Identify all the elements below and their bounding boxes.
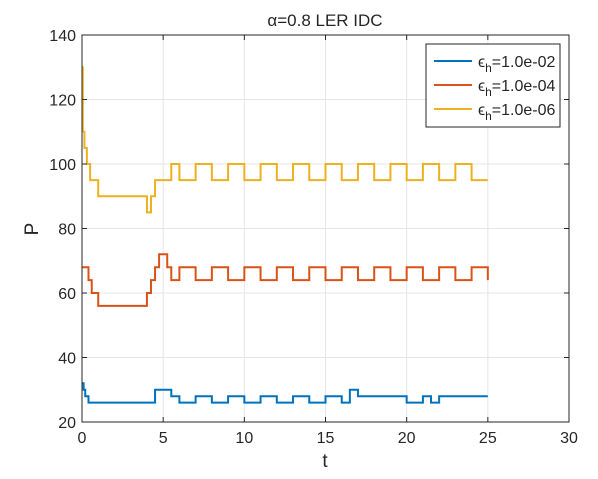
y-tick-label: 40 <box>58 351 76 368</box>
legend-subscript: h <box>485 109 492 123</box>
legend-label-1: ϵh=1.0e-02 <box>478 54 555 75</box>
series-line-3 <box>81 66 488 214</box>
legend-subscript: h <box>485 85 492 99</box>
legend-value: =1.0e-02 <box>492 54 556 71</box>
x-tick-label: 15 <box>317 430 335 447</box>
axes: 0 5 10 15 20 25 30 20 40 60 80 100 120 140 <box>49 28 578 447</box>
x-axis-label: t <box>322 451 328 472</box>
x-tick-label: 20 <box>398 430 416 447</box>
x-tick-label: 5 <box>159 430 168 447</box>
y-tick-label: 140 <box>49 28 76 45</box>
legend-value: =1.0e-06 <box>492 102 556 119</box>
series-layer <box>81 66 489 404</box>
legend-subscript: h <box>485 61 492 75</box>
legend-label-2: ϵh=1.0e-04 <box>478 78 555 99</box>
series-line-2 <box>82 253 489 307</box>
x-tick-label: 25 <box>479 430 497 447</box>
x-tick-label: 10 <box>235 430 253 447</box>
y-tick-label: 120 <box>49 93 76 110</box>
x-tick-label: 0 <box>78 430 87 447</box>
legend-label-3: ϵh=1.0e-06 <box>478 102 555 123</box>
legend-epsilon: ϵ <box>478 54 485 71</box>
chart-title: α=0.8 LER IDC <box>267 11 382 30</box>
y-tick-label: 20 <box>58 415 76 432</box>
y-tick-label: 80 <box>58 222 76 239</box>
x-tick-label: 30 <box>560 430 578 447</box>
legend-epsilon: ϵ <box>478 78 485 95</box>
legend-epsilon: ϵ <box>478 102 485 119</box>
y-axis-label: P <box>22 223 43 236</box>
y-tick-label: 60 <box>58 286 76 303</box>
y-tick-label: 100 <box>49 157 76 174</box>
series-line-1 <box>82 382 488 404</box>
legend-value: =1.0e-04 <box>492 78 556 95</box>
